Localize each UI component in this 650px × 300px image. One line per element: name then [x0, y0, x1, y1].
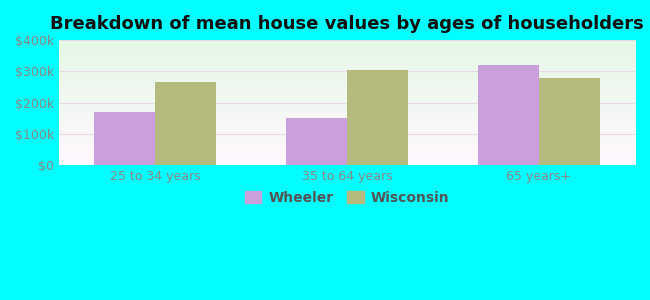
Bar: [539, 78, 601, 165]
Bar: [478, 65, 539, 165]
Title: Breakdown of mean house values by ages of householders: Breakdown of mean house values by ages o…: [50, 15, 644, 33]
Legend: Wheeler, Wisconsin: Wheeler, Wisconsin: [239, 185, 455, 210]
Bar: [347, 70, 408, 165]
Bar: [155, 82, 216, 165]
Bar: [94, 112, 155, 165]
Bar: [285, 118, 347, 165]
